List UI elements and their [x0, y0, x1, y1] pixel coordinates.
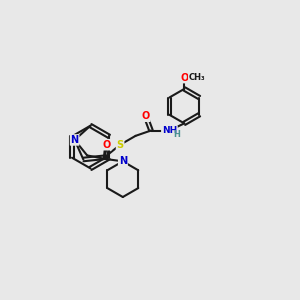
Text: N: N	[119, 156, 127, 166]
Text: H: H	[173, 130, 180, 139]
Text: N: N	[70, 135, 79, 145]
Text: O: O	[180, 73, 188, 82]
Text: CH₃: CH₃	[188, 73, 205, 82]
Text: N: N	[119, 156, 127, 166]
Text: O: O	[103, 140, 111, 150]
Text: O: O	[142, 111, 150, 121]
Text: S: S	[116, 140, 124, 150]
Text: NH: NH	[162, 126, 177, 135]
